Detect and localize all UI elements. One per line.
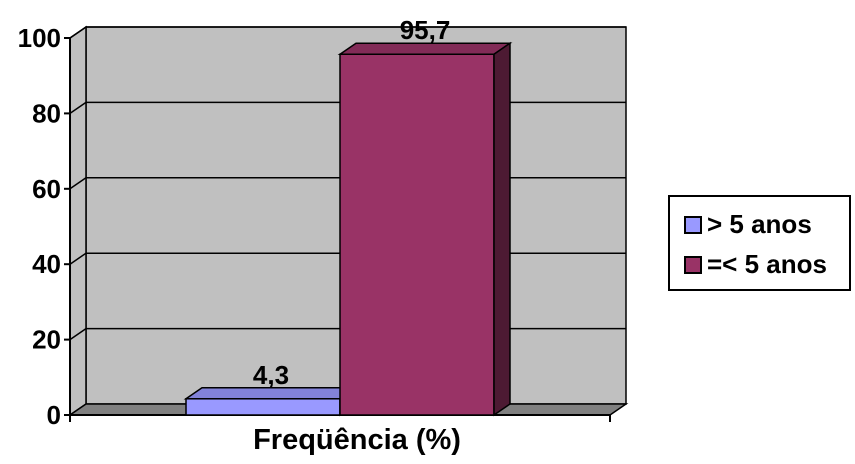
bar-front [185, 398, 341, 416]
gridline-side [69, 327, 87, 341]
y-tick-label: 0 [47, 400, 61, 430]
bar-front [339, 53, 495, 416]
y-tick-label: 20 [32, 325, 61, 355]
data-label-series-2: 95,7 [400, 15, 451, 45]
y-axis: 0 20 40 60 80 100 [18, 23, 611, 430]
legend: > 5 anos =< 5 anos [668, 195, 851, 291]
side-wall [69, 25, 87, 417]
gridline-side [69, 177, 87, 190]
gridline-side [69, 252, 87, 265]
legend-swatch-series-1 [684, 215, 702, 234]
y-tick-label: 40 [32, 249, 61, 279]
data-labels: 4,3 95,7 [253, 15, 450, 390]
legend-label-series-2: =< 5 anos [707, 249, 827, 279]
y-tick-label: 80 [32, 98, 61, 128]
bar-series-2 [337, 41, 513, 417]
x-axis-label: Freqüência (%) [253, 424, 461, 456]
data-label-series-1: 4,3 [253, 360, 289, 390]
bar-side [493, 41, 511, 417]
legend-swatch-series-2 [684, 255, 702, 274]
gridline-side [69, 26, 87, 39]
bar-series-1 [183, 386, 359, 417]
gridline-side [69, 101, 87, 115]
legend-item-series-1: > 5 anos [684, 209, 812, 240]
y-tick-label: 60 [32, 174, 61, 204]
y-tick-label: 100 [18, 23, 61, 53]
bars [183, 41, 513, 417]
legend-label-series-1: > 5 anos [707, 209, 812, 239]
legend-item-series-2: =< 5 anos [684, 249, 827, 280]
